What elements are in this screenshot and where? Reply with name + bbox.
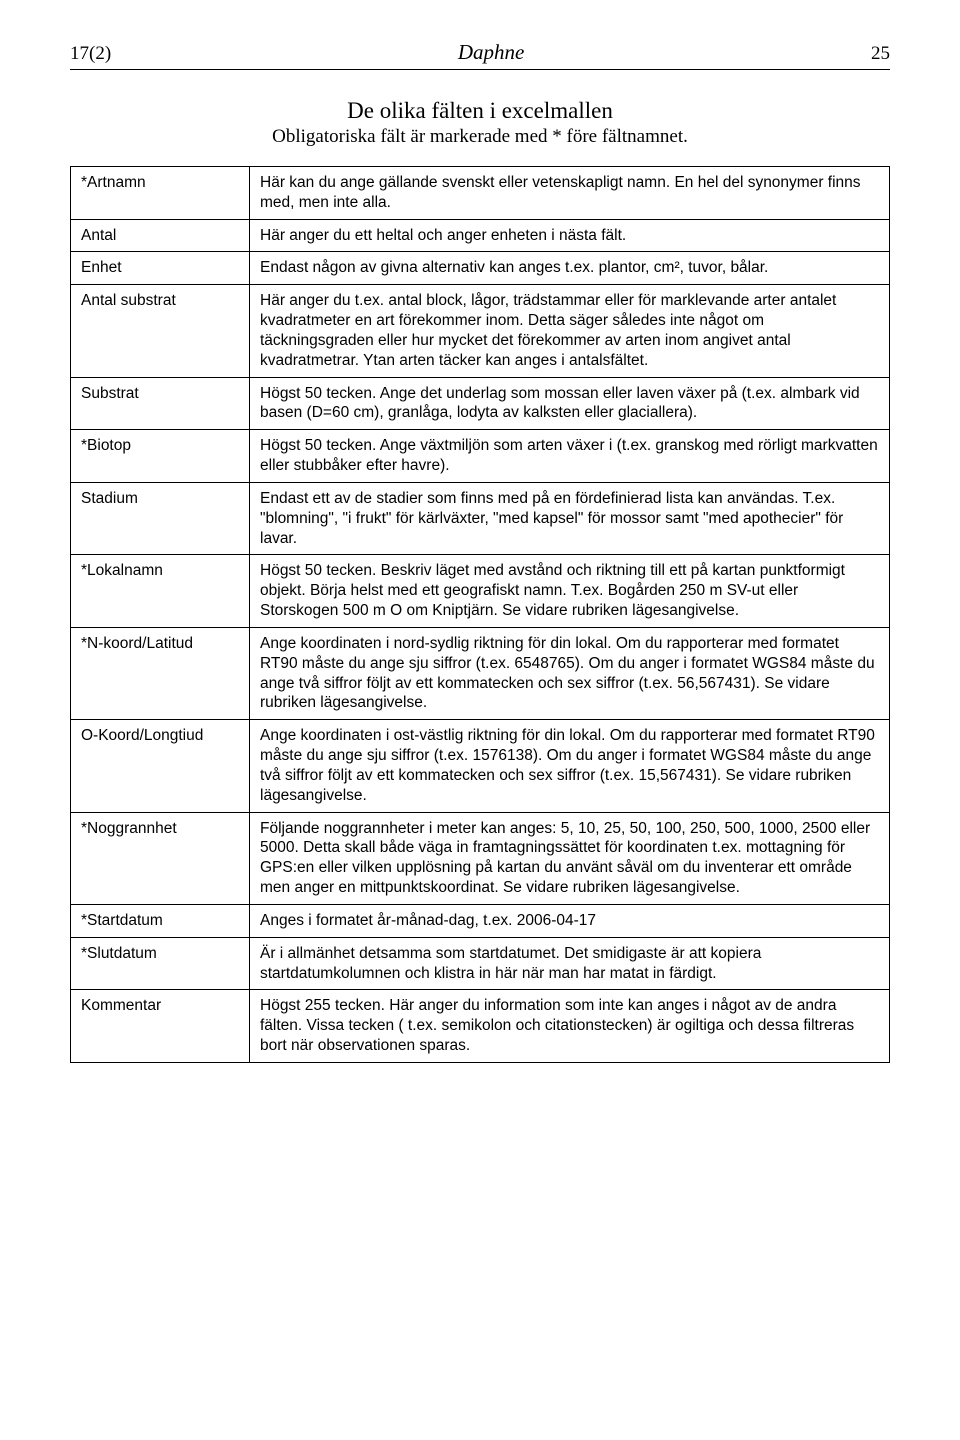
title-sub: Obligatoriska fält är markerade med * fö… xyxy=(70,126,890,148)
table-row: *LokalnamnHögst 50 tecken. Beskriv läget… xyxy=(71,555,890,627)
field-label: Antal xyxy=(71,219,250,252)
field-label: *Biotop xyxy=(71,430,250,483)
page-header: 17(2) Daphne 25 xyxy=(70,40,890,70)
header-issue: 17(2) xyxy=(70,43,111,65)
field-description: Endast ett av de stadier som finns med p… xyxy=(250,482,890,554)
table-row: *SlutdatumÄr i allmänhet detsamma som st… xyxy=(71,937,890,990)
field-description: Ange koordinaten i nord-sydlig riktning … xyxy=(250,627,890,719)
field-label: *Lokalnamn xyxy=(71,555,250,627)
field-description: Är i allmänhet detsamma som startdatumet… xyxy=(250,937,890,990)
field-label: Kommentar xyxy=(71,990,250,1062)
field-label: Stadium xyxy=(71,482,250,554)
field-description: Endast någon av givna alternativ kan ang… xyxy=(250,252,890,285)
field-description: Här anger du ett heltal och anger enhete… xyxy=(250,219,890,252)
field-description: Ange koordinaten i ost-västlig riktning … xyxy=(250,720,890,812)
field-label: Antal substrat xyxy=(71,285,250,377)
field-description: Högst 50 tecken. Ange växtmiljön som art… xyxy=(250,430,890,483)
field-description: Följande noggrannheter i meter kan anges… xyxy=(250,812,890,904)
table-row: SubstratHögst 50 tecken. Ange det underl… xyxy=(71,377,890,430)
header-page-number: 25 xyxy=(871,43,890,65)
page: 17(2) Daphne 25 De olika fälten i excelm… xyxy=(0,0,960,1103)
title-main: De olika fälten i excelmallen xyxy=(70,98,890,124)
table-row: *N-koord/LatitudAnge koordinaten i nord-… xyxy=(71,627,890,719)
field-label: *Artnamn xyxy=(71,167,250,220)
field-description: Här kan du ange gällande svenskt eller v… xyxy=(250,167,890,220)
table-row: Antal substratHär anger du t.ex. antal b… xyxy=(71,285,890,377)
field-description: Högst 50 tecken. Beskriv läget med avstå… xyxy=(250,555,890,627)
table-row: StadiumEndast ett av de stadier som finn… xyxy=(71,482,890,554)
table-row: *NoggrannhetFöljande noggrannheter i met… xyxy=(71,812,890,904)
field-label: *Startdatum xyxy=(71,904,250,937)
field-label: *Noggrannhet xyxy=(71,812,250,904)
field-description: Här anger du t.ex. antal block, lågor, t… xyxy=(250,285,890,377)
field-label: Enhet xyxy=(71,252,250,285)
table-row: *ArtnamnHär kan du ange gällande svenskt… xyxy=(71,167,890,220)
table-row: *StartdatumAnges i formatet år-månad-dag… xyxy=(71,904,890,937)
table-row: EnhetEndast någon av givna alternativ ka… xyxy=(71,252,890,285)
field-description: Anges i formatet år-månad-dag, t.ex. 200… xyxy=(250,904,890,937)
field-label: *N-koord/Latitud xyxy=(71,627,250,719)
table-row: KommentarHögst 255 tecken. Här anger du … xyxy=(71,990,890,1062)
field-description: Högst 50 tecken. Ange det underlag som m… xyxy=(250,377,890,430)
table-row: AntalHär anger du ett heltal och anger e… xyxy=(71,219,890,252)
table-row: O-Koord/LongtiudAnge koordinaten i ost-v… xyxy=(71,720,890,812)
header-journal: Daphne xyxy=(458,40,525,65)
field-label: *Slutdatum xyxy=(71,937,250,990)
fields-table: *ArtnamnHär kan du ange gällande svenskt… xyxy=(70,166,890,1063)
field-label: O-Koord/Longtiud xyxy=(71,720,250,812)
field-label: Substrat xyxy=(71,377,250,430)
table-row: *BiotopHögst 50 tecken. Ange växtmiljön … xyxy=(71,430,890,483)
title-block: De olika fälten i excelmallen Obligatori… xyxy=(70,98,890,148)
field-description: Högst 255 tecken. Här anger du informati… xyxy=(250,990,890,1062)
